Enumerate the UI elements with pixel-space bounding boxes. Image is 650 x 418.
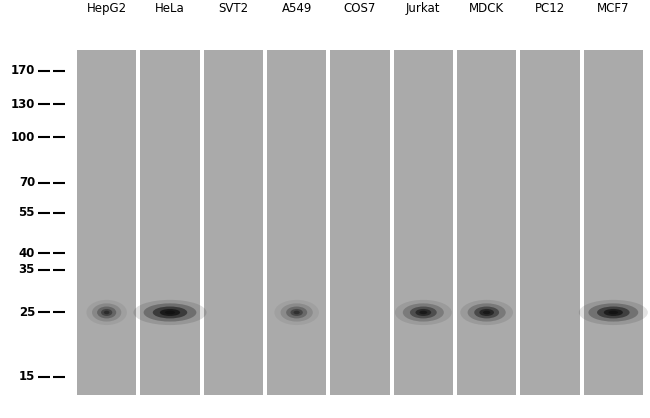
Text: Jurkat: Jurkat	[406, 2, 441, 15]
Bar	[584, 50, 643, 395]
Bar	[521, 50, 580, 395]
Ellipse shape	[415, 309, 431, 316]
Ellipse shape	[403, 303, 444, 321]
Bar	[267, 50, 326, 395]
Text: 35: 35	[19, 263, 35, 276]
Ellipse shape	[410, 306, 437, 319]
Ellipse shape	[604, 309, 623, 316]
Text: 100: 100	[10, 131, 35, 144]
Text: COS7: COS7	[344, 2, 376, 15]
Text: 70: 70	[19, 176, 35, 189]
Ellipse shape	[160, 309, 180, 316]
Ellipse shape	[92, 303, 122, 321]
Ellipse shape	[104, 311, 109, 314]
Bar	[140, 50, 200, 395]
Ellipse shape	[144, 303, 196, 321]
Ellipse shape	[597, 306, 630, 319]
Ellipse shape	[133, 300, 207, 325]
Text: 55: 55	[18, 206, 35, 219]
Ellipse shape	[395, 300, 452, 325]
Ellipse shape	[474, 306, 499, 319]
Ellipse shape	[588, 303, 638, 321]
Bar	[394, 50, 453, 395]
Text: 170: 170	[10, 64, 35, 77]
Ellipse shape	[467, 303, 506, 321]
Bar	[330, 50, 389, 395]
Text: SVT2: SVT2	[218, 2, 248, 15]
Ellipse shape	[291, 309, 303, 316]
Ellipse shape	[286, 306, 307, 319]
Text: 40: 40	[19, 247, 35, 260]
Ellipse shape	[97, 306, 116, 319]
Text: HepG2: HepG2	[86, 2, 127, 15]
Ellipse shape	[460, 300, 513, 325]
Ellipse shape	[274, 300, 319, 325]
Bar	[203, 50, 263, 395]
Ellipse shape	[294, 311, 300, 314]
Ellipse shape	[579, 300, 648, 325]
Text: PC12: PC12	[535, 2, 565, 15]
Ellipse shape	[419, 311, 427, 314]
Ellipse shape	[153, 306, 187, 319]
Text: HeLa: HeLa	[155, 2, 185, 15]
Ellipse shape	[479, 309, 494, 316]
Ellipse shape	[101, 309, 112, 316]
Ellipse shape	[483, 311, 490, 314]
Bar	[457, 50, 516, 395]
Text: A549: A549	[281, 2, 312, 15]
Bar	[77, 50, 136, 395]
Ellipse shape	[608, 311, 618, 314]
Text: 15: 15	[19, 370, 35, 383]
Ellipse shape	[86, 300, 127, 325]
Ellipse shape	[165, 311, 175, 314]
Text: 130: 130	[10, 98, 35, 111]
Text: MCF7: MCF7	[597, 2, 630, 15]
Text: MDCK: MDCK	[469, 2, 504, 15]
Text: 25: 25	[19, 306, 35, 319]
Ellipse shape	[281, 303, 313, 321]
